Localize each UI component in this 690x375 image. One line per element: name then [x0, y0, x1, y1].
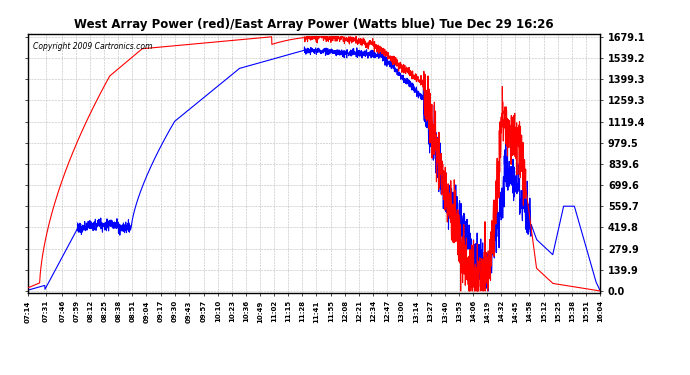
Title: West Array Power (red)/East Array Power (Watts blue) Tue Dec 29 16:26: West Array Power (red)/East Array Power … — [74, 18, 554, 31]
Text: Copyright 2009 Cartronics.com: Copyright 2009 Cartronics.com — [33, 42, 152, 51]
